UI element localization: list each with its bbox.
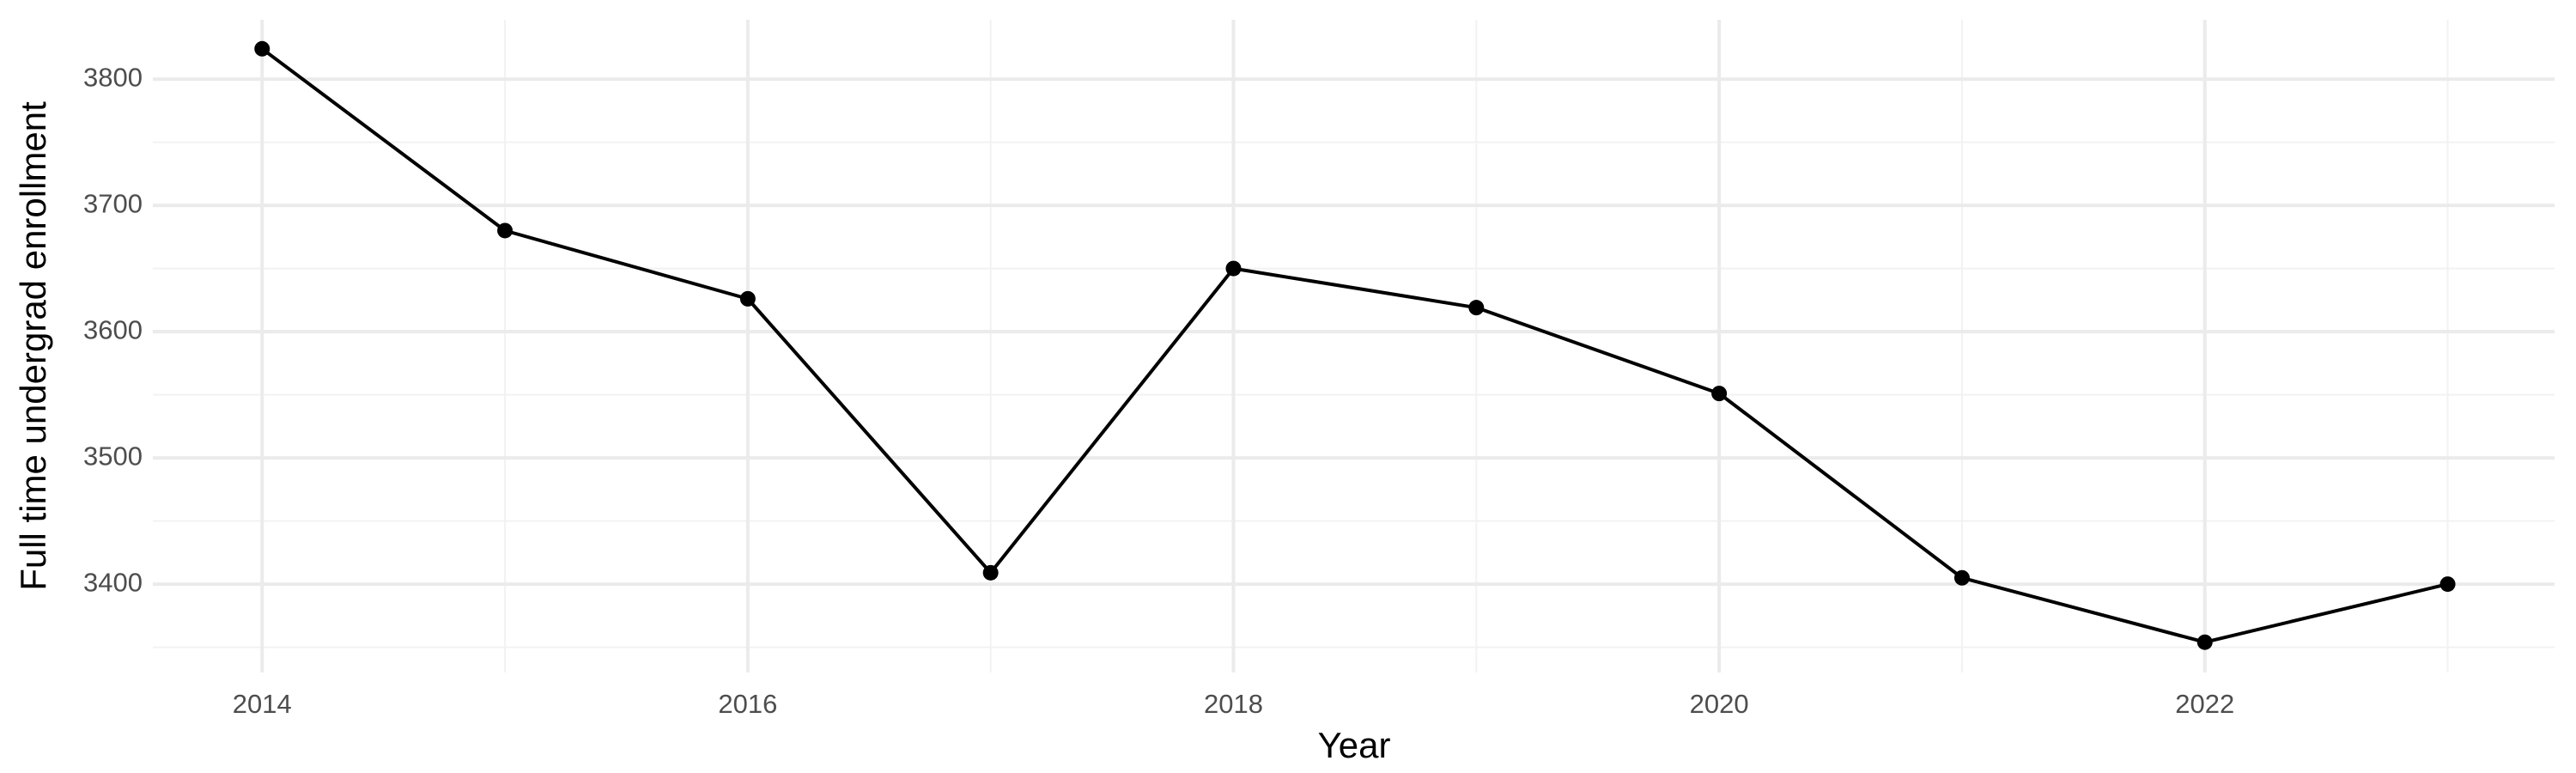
point — [254, 40, 270, 57]
point — [1468, 300, 1485, 316]
x-tick-label: 2018 — [1204, 689, 1263, 719]
x-axis-title: Year — [1318, 725, 1391, 765]
line — [261, 47, 2449, 644]
x-tick-label: 2022 — [2175, 689, 2234, 719]
point — [2439, 576, 2456, 593]
point — [497, 222, 513, 239]
y-tick-label: 3800 — [83, 62, 143, 92]
x-tick-label: 2014 — [233, 689, 292, 719]
point — [1953, 569, 1970, 586]
point — [739, 290, 756, 307]
grid — [153, 20, 2555, 673]
point — [982, 564, 999, 581]
point — [1225, 260, 1242, 277]
marks — [254, 40, 2456, 650]
y-tick-label: 3700 — [83, 188, 143, 218]
point — [2196, 634, 2213, 650]
y-tick-label: 3400 — [83, 567, 143, 597]
x-tick-label: 2020 — [1690, 689, 1749, 719]
point — [1711, 386, 1728, 402]
y-tick-label: 3500 — [83, 441, 143, 471]
y-tick-label: 3600 — [83, 314, 143, 344]
x-tick-label: 2016 — [718, 689, 777, 719]
y-axis-title: Full time undergrad enrollment — [13, 101, 53, 591]
